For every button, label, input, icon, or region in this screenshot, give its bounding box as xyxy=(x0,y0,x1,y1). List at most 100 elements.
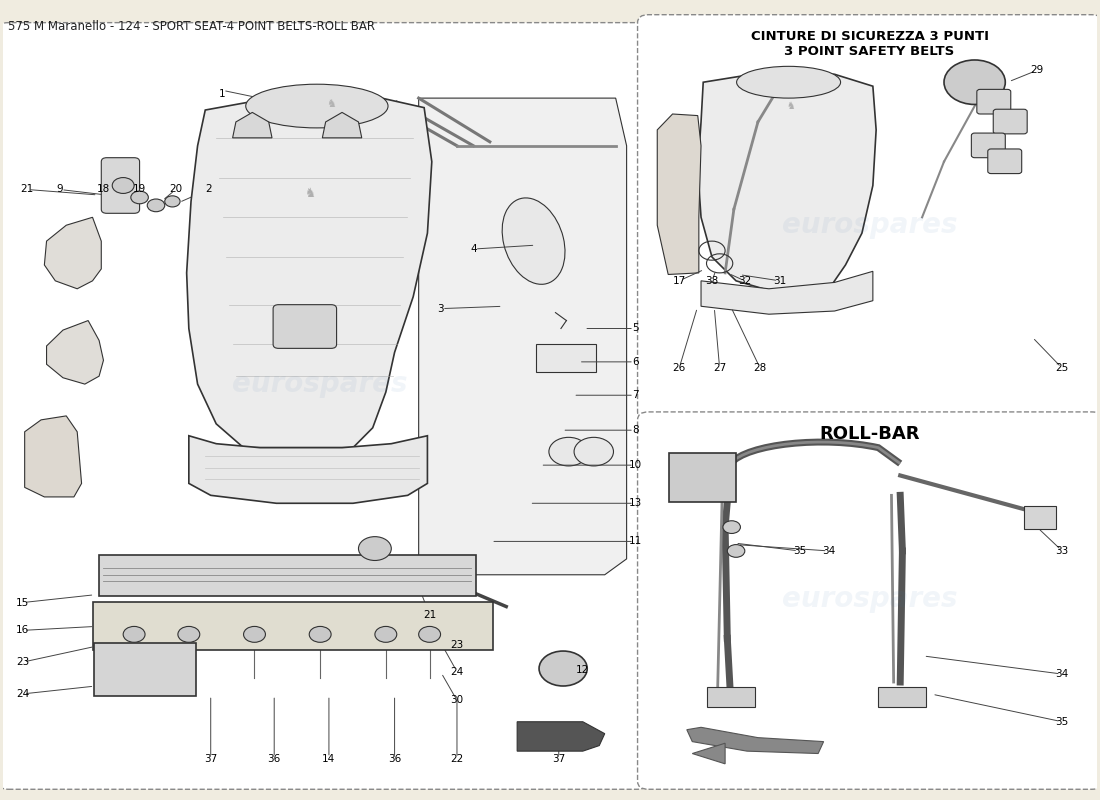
Polygon shape xyxy=(44,218,101,289)
Circle shape xyxy=(944,60,1005,105)
FancyBboxPatch shape xyxy=(0,22,649,790)
Circle shape xyxy=(723,521,740,534)
Polygon shape xyxy=(187,94,432,448)
Circle shape xyxy=(375,626,397,642)
Polygon shape xyxy=(686,727,824,754)
Text: eurospares: eurospares xyxy=(782,585,957,613)
Polygon shape xyxy=(24,416,81,497)
Text: 12: 12 xyxy=(576,665,590,675)
Text: 7: 7 xyxy=(632,390,639,400)
FancyBboxPatch shape xyxy=(99,555,475,596)
Polygon shape xyxy=(232,113,272,138)
Circle shape xyxy=(131,191,149,204)
Circle shape xyxy=(309,626,331,642)
Circle shape xyxy=(549,438,588,466)
FancyBboxPatch shape xyxy=(638,412,1100,790)
Ellipse shape xyxy=(245,84,388,128)
FancyBboxPatch shape xyxy=(273,305,337,348)
Text: 21: 21 xyxy=(424,610,437,619)
Text: 29: 29 xyxy=(1031,66,1044,75)
Text: 35: 35 xyxy=(793,546,806,556)
Text: 23: 23 xyxy=(450,640,463,650)
FancyBboxPatch shape xyxy=(706,686,755,707)
Ellipse shape xyxy=(737,66,840,98)
Polygon shape xyxy=(46,321,103,384)
Text: 13: 13 xyxy=(629,498,642,508)
Circle shape xyxy=(359,537,392,561)
Text: 34: 34 xyxy=(1056,669,1069,679)
Text: 3: 3 xyxy=(437,304,444,314)
FancyBboxPatch shape xyxy=(988,149,1022,174)
Text: 14: 14 xyxy=(322,754,335,764)
Text: 17: 17 xyxy=(672,276,685,286)
Text: 27: 27 xyxy=(713,363,726,374)
Text: 26: 26 xyxy=(672,363,685,374)
Text: 1: 1 xyxy=(219,89,225,99)
Text: 20: 20 xyxy=(169,185,183,194)
Circle shape xyxy=(178,626,200,642)
Text: 21: 21 xyxy=(20,185,33,194)
Text: ♞: ♞ xyxy=(326,98,337,109)
Text: 24: 24 xyxy=(15,689,29,699)
Text: 19: 19 xyxy=(133,185,146,194)
FancyBboxPatch shape xyxy=(977,90,1011,114)
Text: 4: 4 xyxy=(470,244,476,254)
Text: 6: 6 xyxy=(632,357,639,367)
Text: 31: 31 xyxy=(773,276,786,286)
Text: ♞: ♞ xyxy=(786,101,795,111)
FancyBboxPatch shape xyxy=(878,686,926,707)
Polygon shape xyxy=(517,722,605,751)
Text: 32: 32 xyxy=(738,276,751,286)
Text: eurospares: eurospares xyxy=(232,370,408,398)
Polygon shape xyxy=(658,114,701,274)
Text: CINTURE DI SICUREZZA 3 PUNTI
3 POINT SAFETY BELTS: CINTURE DI SICUREZZA 3 PUNTI 3 POINT SAF… xyxy=(750,30,989,58)
Circle shape xyxy=(147,199,165,212)
Circle shape xyxy=(727,545,745,558)
Text: 575 M Maranello - 124 - SPORT SEAT-4 POINT BELTS-ROLL BAR: 575 M Maranello - 124 - SPORT SEAT-4 POI… xyxy=(9,20,375,34)
Text: ♞: ♞ xyxy=(304,187,315,200)
Text: 37: 37 xyxy=(205,754,218,764)
Text: 5: 5 xyxy=(632,323,639,334)
Circle shape xyxy=(112,178,134,194)
Text: 34: 34 xyxy=(823,546,836,556)
FancyBboxPatch shape xyxy=(993,110,1027,134)
Circle shape xyxy=(419,626,441,642)
Circle shape xyxy=(574,438,614,466)
Ellipse shape xyxy=(503,198,565,284)
FancyBboxPatch shape xyxy=(92,602,493,650)
Text: 36: 36 xyxy=(388,754,401,764)
Polygon shape xyxy=(419,98,627,574)
Text: 25: 25 xyxy=(1056,363,1069,374)
Text: 24: 24 xyxy=(450,666,463,677)
Polygon shape xyxy=(701,271,873,314)
Text: 10: 10 xyxy=(629,460,642,470)
Polygon shape xyxy=(189,436,428,503)
Text: 11: 11 xyxy=(629,537,642,546)
Polygon shape xyxy=(697,74,876,290)
FancyBboxPatch shape xyxy=(669,454,736,502)
FancyBboxPatch shape xyxy=(971,133,1005,158)
Text: 35: 35 xyxy=(1056,717,1069,726)
Text: 33: 33 xyxy=(1056,546,1069,556)
Text: eurospares: eurospares xyxy=(782,211,957,239)
Text: 15: 15 xyxy=(15,598,29,607)
Bar xyxy=(536,344,596,372)
Polygon shape xyxy=(322,113,362,138)
Text: 18: 18 xyxy=(97,185,110,194)
FancyBboxPatch shape xyxy=(638,14,1100,420)
Text: 16: 16 xyxy=(15,626,29,635)
FancyBboxPatch shape xyxy=(94,643,197,695)
Circle shape xyxy=(539,651,587,686)
FancyBboxPatch shape xyxy=(1024,506,1056,529)
Text: 8: 8 xyxy=(632,425,639,435)
FancyBboxPatch shape xyxy=(101,158,140,214)
Text: 23: 23 xyxy=(15,657,29,667)
Text: 9: 9 xyxy=(56,185,63,194)
Circle shape xyxy=(123,626,145,642)
Circle shape xyxy=(165,196,180,207)
Text: 37: 37 xyxy=(552,754,565,764)
Text: 36: 36 xyxy=(267,754,280,764)
Polygon shape xyxy=(692,743,725,764)
Text: 30: 30 xyxy=(450,695,463,706)
Circle shape xyxy=(243,626,265,642)
